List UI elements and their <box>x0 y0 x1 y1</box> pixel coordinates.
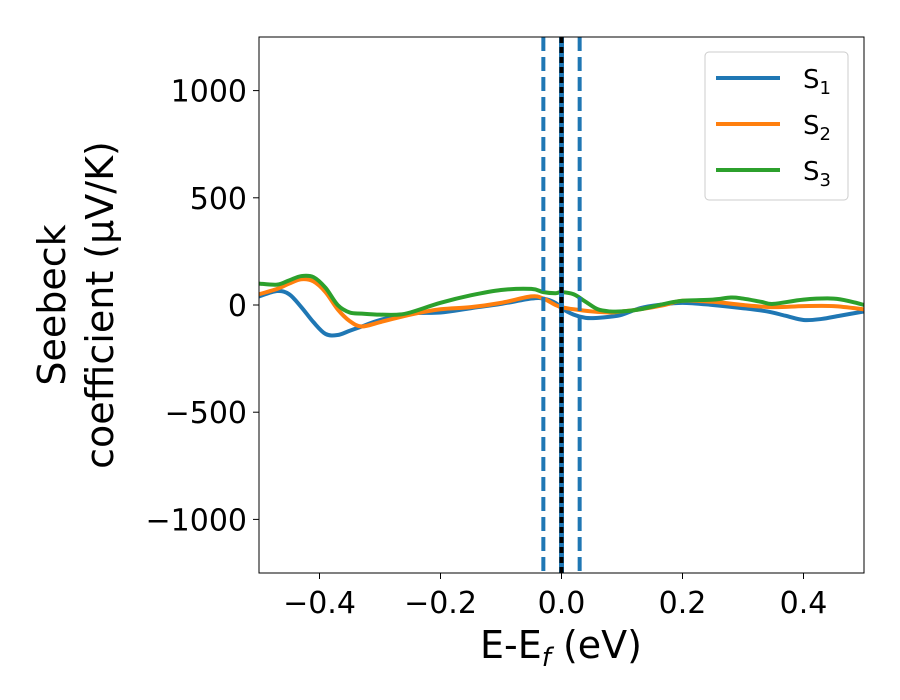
y-tick-label: −1000 <box>146 503 247 538</box>
x-tick-label: −0.4 <box>283 586 356 621</box>
x-axis-title-unit: (eV) <box>551 623 642 667</box>
y-axis-ticks: −1000 −500 0 500 1000 <box>146 75 259 538</box>
y-axis-title-line2: coefficient (μV/K) <box>78 141 122 469</box>
series-line-s3 <box>259 273 864 317</box>
legend: S1 S2 S3 <box>704 51 849 201</box>
x-tick-label: 0.4 <box>780 586 828 621</box>
x-tick-label: −0.2 <box>404 586 477 621</box>
vline-layer <box>541 37 582 573</box>
x-axis-title-main: E-E <box>480 623 542 667</box>
legend-label-s3: S3 <box>803 157 831 191</box>
x-axis-ticks: −0.4 −0.2 0.0 0.2 0.4 <box>283 573 827 621</box>
y-tick-label: −500 <box>165 396 247 431</box>
y-tick-label: 1000 <box>171 75 247 110</box>
y-tick-label: 500 <box>190 182 247 217</box>
y-tick-label: 0 <box>228 289 247 324</box>
x-axis-title: E-Ef (eV) <box>480 623 642 673</box>
legend-label-s2: S2 <box>803 111 831 145</box>
legend-label-s1: S1 <box>803 65 831 99</box>
y-axis-title-line1: Seebeck <box>30 224 74 385</box>
x-tick-label: 0.2 <box>659 586 707 621</box>
y-axis-title: Seebeck coefficient (μV/K) <box>30 141 122 469</box>
x-tick-label: 0.0 <box>538 586 586 621</box>
